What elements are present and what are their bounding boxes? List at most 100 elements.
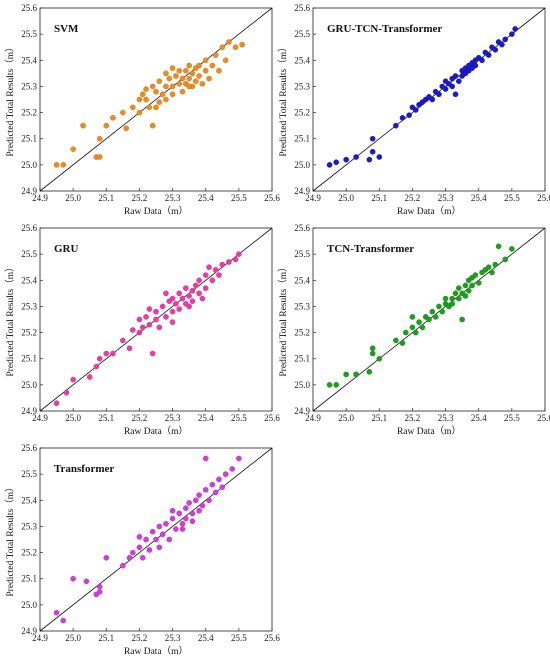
data-point — [179, 88, 186, 95]
data-point — [183, 515, 189, 522]
data-point — [136, 109, 143, 116]
data-point — [70, 146, 76, 152]
data-point — [143, 536, 149, 543]
x-tick-label: 25.5 — [231, 193, 247, 203]
x-tick-label: 25.5 — [504, 193, 520, 203]
y-tick-label: 25.2 — [21, 328, 37, 338]
data-point — [202, 272, 209, 278]
data-point — [192, 497, 199, 504]
data-point — [169, 295, 176, 302]
data-point — [159, 91, 166, 98]
data-point — [96, 583, 103, 590]
x-axis-label: Raw Data（m） — [124, 645, 188, 657]
data-point — [369, 148, 376, 155]
data-point — [163, 290, 169, 297]
data-point — [166, 75, 173, 82]
data-point — [326, 162, 333, 168]
data-point — [93, 363, 100, 370]
data-point — [80, 122, 86, 129]
x-tick-label: 25.5 — [504, 413, 520, 423]
y-tick-label: 25.2 — [294, 108, 310, 118]
x-tick-label: 25.3 — [165, 413, 181, 423]
x-tick-label: 24.9 — [32, 633, 48, 643]
x-axis-label: Raw Data（m） — [397, 425, 461, 437]
data-point — [472, 272, 479, 278]
data-point — [492, 47, 499, 53]
data-point — [179, 521, 186, 527]
data-point — [110, 350, 116, 357]
data-point — [120, 562, 126, 569]
data-point — [489, 269, 495, 276]
y-tick-label: 25.6 — [294, 223, 310, 233]
x-tick-label: 24.9 — [305, 413, 321, 423]
x-tick-label: 25.1 — [98, 633, 114, 643]
data-point — [146, 547, 153, 553]
data-point — [449, 295, 456, 302]
data-point — [103, 350, 110, 357]
x-axis-label: Raw Data（m） — [124, 205, 188, 217]
x-tick-label: 25.1 — [98, 193, 114, 203]
data-point — [442, 78, 449, 84]
y-axis-label: Predicted Total Results（m） — [277, 262, 289, 376]
data-point — [146, 321, 153, 328]
data-point — [179, 295, 186, 302]
data-point — [333, 382, 340, 388]
data-point — [183, 67, 189, 74]
y-tick-label: 25.1 — [21, 134, 37, 144]
data-point — [469, 282, 475, 289]
data-point — [416, 319, 422, 325]
x-tick-label: 25.2 — [405, 413, 421, 423]
plot-frame — [312, 7, 546, 192]
data-point — [409, 314, 416, 320]
data-point — [399, 340, 406, 346]
y-tick-label: 25.0 — [294, 380, 310, 390]
y-tick-label: 25.6 — [21, 3, 37, 13]
scatter-panel-2: 24.9 25.0 25.1 25.2 25.3 25.4 25.5 25.6 24.9 25.0… — [277, 3, 550, 217]
data-point — [143, 96, 149, 103]
data-point — [343, 371, 349, 378]
y-tick-label: 25.6 — [21, 443, 37, 453]
data-point — [436, 303, 442, 310]
data-point — [206, 497, 212, 504]
data-point — [156, 324, 163, 331]
data-point — [479, 57, 485, 64]
data-point — [393, 337, 399, 344]
data-point — [212, 52, 219, 58]
data-point — [192, 282, 199, 289]
plot-frame — [312, 227, 546, 412]
data-point — [202, 57, 209, 64]
data-point — [232, 44, 239, 51]
reference-line — [39, 7, 273, 192]
data-point — [163, 521, 169, 527]
data-point — [156, 78, 163, 84]
data-point — [216, 272, 222, 278]
x-tick-label: 24.9 — [32, 193, 48, 203]
data-point — [333, 159, 340, 166]
data-point — [499, 41, 505, 48]
x-tick-label: 25.6 — [537, 193, 550, 203]
data-point — [176, 81, 182, 87]
data-point — [196, 507, 202, 514]
data-point — [179, 75, 186, 82]
x-tick-label: 25.6 — [264, 633, 280, 643]
y-tick-label: 25.4 — [21, 495, 37, 505]
data-point — [456, 78, 462, 84]
data-point — [219, 484, 226, 491]
data-point — [399, 115, 406, 121]
data-point — [202, 67, 209, 74]
data-point — [176, 510, 182, 517]
data-point — [149, 350, 156, 357]
data-point — [110, 115, 116, 121]
data-point — [456, 285, 462, 291]
data-point — [209, 62, 216, 69]
data-point — [169, 308, 176, 315]
data-point — [136, 316, 143, 323]
y-axis-label: Predicted Total Results（m） — [4, 482, 16, 596]
data-point — [485, 264, 492, 271]
data-point — [96, 135, 103, 142]
data-point — [169, 319, 176, 325]
data-point — [146, 104, 153, 111]
x-tick-label: 24.9 — [305, 193, 321, 203]
data-point — [60, 617, 67, 624]
data-point — [206, 75, 212, 82]
